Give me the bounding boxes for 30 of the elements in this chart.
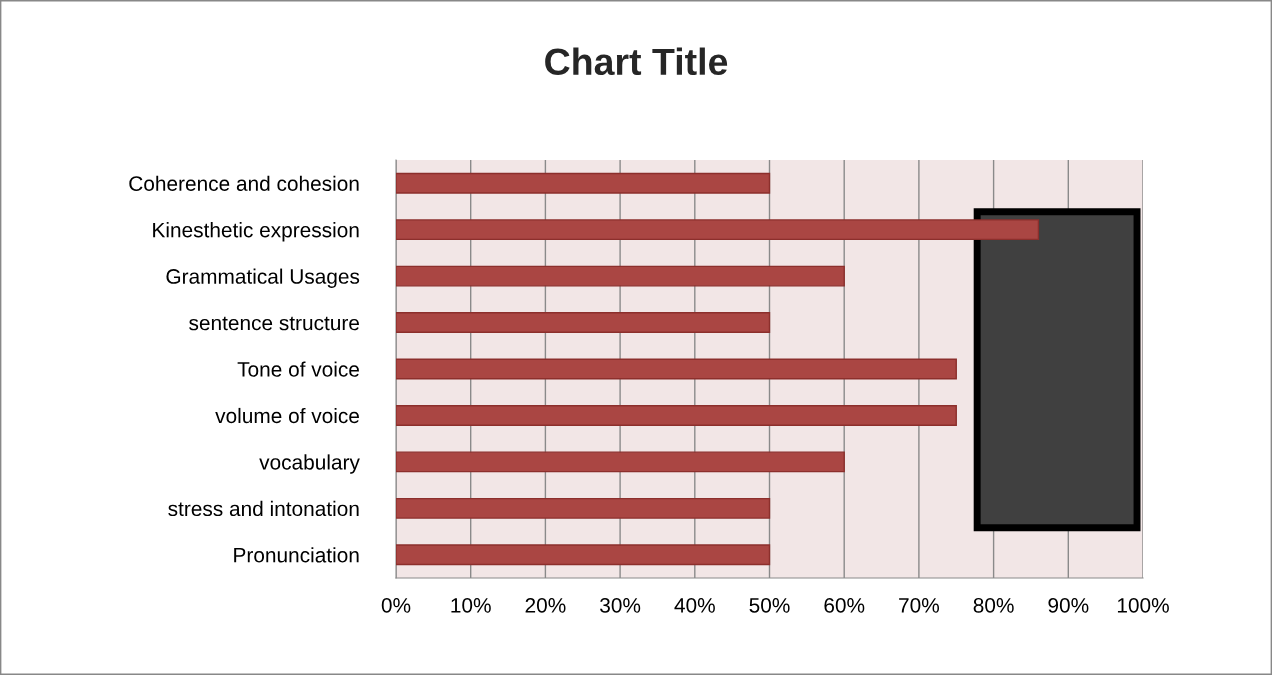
y-tick-label: Coherence and cohesion — [129, 175, 359, 191]
y-tick-label: Grammatical Usages — [166, 268, 360, 288]
bar — [396, 219, 1040, 241]
y-tick-label: sentence structure — [189, 316, 359, 331]
x-tick-label: 0% — [381, 597, 411, 613]
y-tick-label: stress and intonation — [168, 500, 359, 517]
bar — [396, 312, 771, 334]
bar — [396, 451, 845, 473]
bar — [396, 404, 957, 426]
x-tick-label: 40% — [674, 597, 715, 613]
bar — [396, 544, 771, 566]
x-tick-label: 80% — [973, 597, 1014, 613]
y-tick-label: Pronunciation — [234, 547, 359, 563]
x-tick-label: 50% — [749, 597, 790, 613]
y-tick-label: vocabulary — [259, 454, 360, 474]
bar — [396, 497, 771, 519]
y-tick-label: Tone of voice — [237, 361, 359, 377]
chart-title: Chart Title — [545, 47, 728, 76]
bar — [396, 358, 957, 380]
x-tick-label: 70% — [899, 597, 940, 613]
y-tick-label: volume of voice — [215, 407, 359, 424]
x-tick-label: 90% — [1048, 597, 1089, 613]
bar — [396, 265, 845, 287]
x-tick-label: 10% — [451, 597, 491, 613]
x-tick-label: 30% — [600, 597, 641, 613]
bar — [396, 172, 771, 194]
x-tick-label: 60% — [824, 597, 865, 613]
x-tick-label: 100% — [1117, 597, 1169, 613]
y-tick-label: Kinesthetic expression — [153, 222, 359, 242]
x-tick-label: 20% — [525, 597, 566, 613]
